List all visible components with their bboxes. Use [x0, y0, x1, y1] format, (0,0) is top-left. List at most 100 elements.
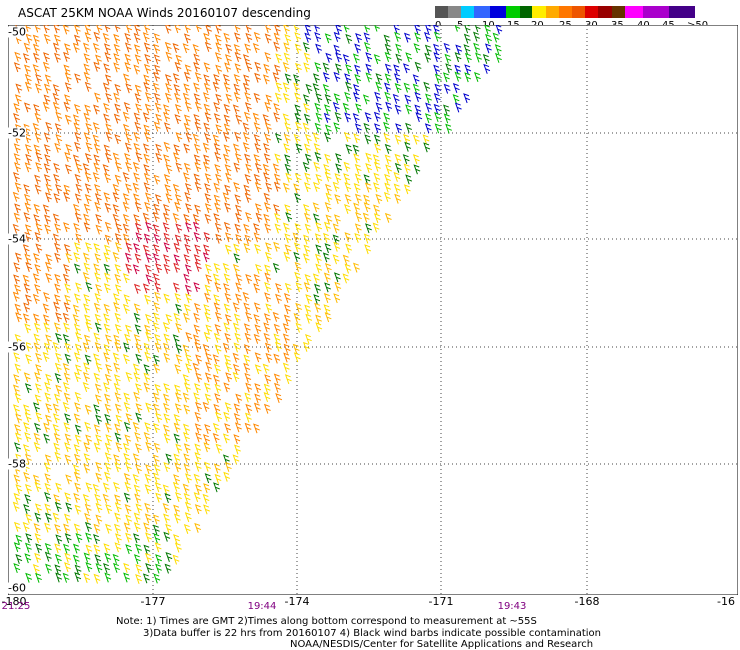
wind-barb: [74, 504, 82, 515]
wind-barb: [114, 494, 121, 505]
wind-barb: [93, 534, 100, 545]
wind-barb: [464, 25, 471, 34]
wind-barb: [24, 144, 32, 155]
wind-barb: [184, 243, 192, 254]
wind-barb: [334, 63, 342, 74]
wind-barb: [115, 161, 122, 172]
wind-barb: [94, 292, 102, 303]
wind-barb: [484, 25, 491, 35]
wind-barb: [214, 393, 222, 404]
wind-barb: [84, 404, 92, 415]
wind-barb: [384, 154, 392, 165]
wind-barb: [173, 453, 181, 464]
wind-barb: [13, 374, 21, 385]
wind-barb: [212, 273, 220, 284]
wind-barb: [105, 152, 112, 163]
wind-barb: [83, 362, 90, 373]
wind-barb: [252, 43, 260, 54]
wind-barb: [43, 33, 51, 44]
wind-barb: [153, 33, 161, 44]
wind-barb: [83, 453, 91, 464]
wind-barb: [275, 293, 282, 304]
wind-barb: [194, 411, 202, 422]
wind-barb: [203, 74, 211, 85]
wind-barb: [82, 163, 90, 174]
wind-barb: [95, 434, 103, 445]
wind-barb: [173, 433, 181, 444]
wind-barb: [122, 213, 130, 224]
wind-barb: [62, 572, 70, 583]
wind-barb: [384, 212, 392, 223]
wind-barb: [153, 312, 161, 323]
wind-barb: [344, 232, 352, 243]
wind-barb: [45, 334, 53, 345]
wind-barb: [253, 423, 260, 434]
wind-barb: [403, 163, 411, 174]
wind-barb: [114, 542, 122, 553]
wind-barb: [63, 51, 70, 62]
wind-barb: [143, 544, 151, 555]
wind-barb: [132, 421, 140, 432]
wind-barb: [364, 112, 372, 123]
wind-barb: [163, 242, 171, 253]
wind-barb: [44, 74, 52, 85]
wind-barb: [113, 562, 120, 573]
wind-barb: [212, 374, 220, 385]
wind-barb: [44, 473, 52, 484]
wind-barb: [464, 64, 472, 75]
wind-barb: [112, 192, 120, 203]
wind-barb: [174, 542, 182, 553]
wind-barb: [34, 503, 42, 514]
wind-barb: [355, 103, 363, 114]
wind-barb: [192, 133, 200, 144]
wind-barb: [134, 25, 141, 34]
wind-barb: [22, 444, 30, 455]
wind-barb: [215, 443, 223, 454]
wind-barb: [65, 143, 73, 154]
wind-barb: [125, 532, 132, 543]
wind-barb: [403, 134, 410, 145]
wind-barb: [375, 81, 383, 92]
wind-barb: [224, 54, 232, 65]
wind-barb: [212, 432, 220, 443]
wind-barb: [212, 354, 220, 365]
wind-barb: [83, 463, 91, 474]
wind-barb: [55, 332, 62, 343]
wind-barb: [254, 324, 262, 335]
wind-barb: [84, 512, 91, 523]
wind-barb: [125, 183, 132, 194]
wind-barb: [293, 352, 301, 363]
wind-barb: [253, 173, 261, 184]
wind-barb: [365, 152, 373, 163]
wind-barb: [363, 174, 371, 185]
wind-barb: [383, 121, 390, 132]
wind-barb: [304, 223, 312, 234]
wind-barb: [94, 272, 102, 283]
wind-barb: [175, 223, 183, 234]
wind-barb: [114, 392, 122, 403]
wind-barb: [243, 111, 251, 122]
wind-barb: [233, 403, 241, 414]
lon-label: -177: [140, 595, 166, 608]
wind-barb: [402, 63, 410, 74]
wind-barb: [54, 451, 62, 462]
wind-barb: [153, 302, 161, 313]
wind-barb: [243, 354, 251, 365]
wind-barb: [82, 342, 90, 353]
wind-barb: [144, 92, 152, 103]
wind-barb: [283, 304, 291, 315]
wind-barb: [235, 204, 242, 215]
wind-barb: [25, 25, 31, 32]
wind-barb: [103, 313, 111, 324]
wind-barb: [95, 224, 103, 235]
wind-barb: [33, 441, 41, 452]
wind-barb: [163, 232, 171, 243]
wind-barb: [73, 453, 81, 464]
wind-barb: [242, 291, 250, 302]
wind-barb: [124, 152, 131, 163]
pass-time: 21:25: [1, 601, 31, 612]
wind-barb: [292, 343, 300, 354]
wind-barb: [63, 422, 71, 433]
wind-barb: [425, 93, 432, 104]
wind-barb: [35, 352, 42, 363]
